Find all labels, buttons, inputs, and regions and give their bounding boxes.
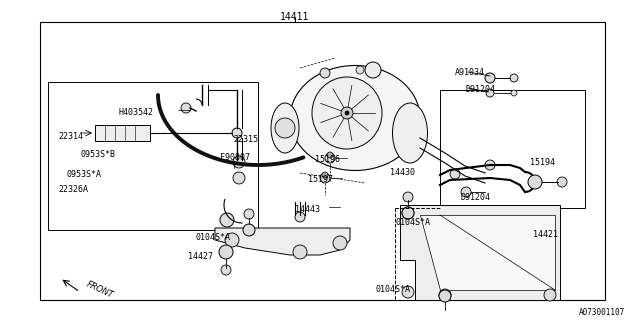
- Circle shape: [557, 177, 567, 187]
- Text: 22315: 22315: [233, 135, 258, 144]
- Circle shape: [345, 111, 349, 115]
- Circle shape: [243, 224, 255, 236]
- Circle shape: [403, 192, 413, 202]
- Text: H403542: H403542: [118, 108, 153, 117]
- Text: D91204: D91204: [460, 193, 490, 202]
- Text: 0104S*A: 0104S*A: [195, 233, 230, 242]
- Text: 14430: 14430: [390, 168, 415, 177]
- Circle shape: [325, 153, 335, 163]
- Ellipse shape: [271, 103, 299, 153]
- Text: 22314: 22314: [58, 132, 83, 141]
- Circle shape: [220, 213, 234, 227]
- Circle shape: [322, 172, 328, 178]
- Text: 14411: 14411: [280, 12, 310, 22]
- Polygon shape: [400, 205, 560, 300]
- Circle shape: [365, 62, 381, 78]
- Circle shape: [221, 265, 231, 275]
- Text: 15197: 15197: [308, 175, 333, 184]
- Circle shape: [402, 207, 414, 219]
- Circle shape: [225, 233, 239, 247]
- Circle shape: [320, 68, 330, 78]
- Circle shape: [485, 160, 495, 170]
- Circle shape: [544, 289, 556, 301]
- Text: D91204: D91204: [465, 85, 495, 94]
- Text: 14421: 14421: [533, 230, 558, 239]
- Text: 0953S*A: 0953S*A: [66, 170, 101, 179]
- Circle shape: [511, 90, 517, 96]
- Text: 0104S*A: 0104S*A: [375, 285, 410, 294]
- Circle shape: [219, 245, 233, 259]
- Polygon shape: [215, 228, 350, 255]
- Circle shape: [181, 103, 191, 113]
- Text: 15194: 15194: [530, 158, 555, 167]
- Circle shape: [233, 172, 245, 184]
- Bar: [48, 82, 258, 230]
- Text: 0104S*A: 0104S*A: [395, 218, 430, 227]
- Circle shape: [333, 236, 347, 250]
- Circle shape: [402, 207, 414, 219]
- Text: 14443: 14443: [295, 205, 320, 214]
- Ellipse shape: [392, 103, 428, 163]
- Circle shape: [320, 173, 330, 183]
- Circle shape: [439, 289, 451, 301]
- Text: F90807: F90807: [220, 153, 250, 162]
- Text: 22326A: 22326A: [58, 185, 88, 194]
- Circle shape: [528, 175, 542, 189]
- Text: 0953S*B: 0953S*B: [80, 150, 115, 159]
- Circle shape: [402, 286, 414, 298]
- Circle shape: [486, 89, 494, 97]
- Text: 14427: 14427: [188, 252, 213, 261]
- Polygon shape: [420, 215, 555, 290]
- Circle shape: [295, 212, 305, 222]
- Circle shape: [327, 152, 333, 158]
- Circle shape: [485, 73, 495, 83]
- Circle shape: [341, 107, 353, 119]
- Ellipse shape: [312, 77, 382, 149]
- Circle shape: [461, 187, 471, 197]
- Circle shape: [233, 156, 245, 168]
- Bar: [440, 90, 585, 208]
- Text: A91034: A91034: [455, 68, 485, 77]
- Circle shape: [510, 74, 518, 82]
- Bar: [40, 22, 605, 300]
- Circle shape: [356, 66, 364, 74]
- Circle shape: [244, 209, 254, 219]
- Ellipse shape: [290, 66, 420, 171]
- Circle shape: [275, 118, 295, 138]
- Text: FRONT: FRONT: [85, 280, 115, 300]
- Circle shape: [232, 128, 242, 138]
- Text: A073001107: A073001107: [579, 308, 625, 317]
- Circle shape: [450, 169, 460, 179]
- Text: 15196: 15196: [315, 155, 340, 164]
- Circle shape: [439, 290, 451, 302]
- Circle shape: [293, 245, 307, 259]
- Bar: [95, 125, 150, 141]
